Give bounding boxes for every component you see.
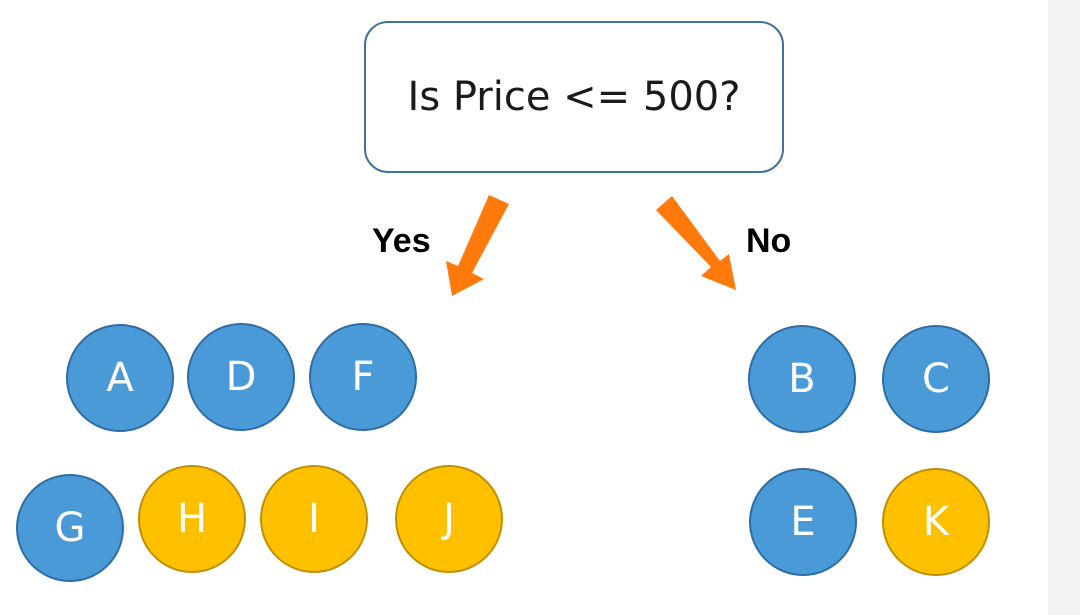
node-label: I: [308, 496, 320, 542]
node-h: H: [138, 465, 246, 573]
node-label: C: [922, 356, 950, 402]
node-f: F: [309, 323, 417, 431]
node-k: K: [882, 468, 990, 576]
node-j: J: [395, 465, 503, 573]
yes-arrow: [446, 195, 509, 296]
decision-question: Is Price <= 500?: [407, 74, 741, 120]
node-g: G: [16, 474, 124, 582]
node-label: D: [225, 354, 257, 400]
decision-node: Is Price <= 500?: [364, 21, 784, 173]
right-edge-strip: [1048, 0, 1080, 615]
node-d: D: [187, 323, 295, 431]
node-label: F: [351, 354, 375, 400]
node-label: B: [788, 356, 816, 402]
no-label: No: [746, 222, 792, 260]
node-e: E: [749, 468, 857, 576]
node-label: H: [176, 496, 208, 542]
node-label: A: [106, 355, 134, 401]
node-b: B: [748, 325, 856, 433]
no-arrow: [656, 196, 736, 290]
node-label: K: [922, 499, 950, 545]
node-label: G: [54, 505, 86, 551]
node-a: A: [66, 324, 174, 432]
node-i: I: [260, 465, 368, 573]
node-c: C: [882, 325, 990, 433]
node-label: J: [443, 496, 455, 542]
node-label: E: [790, 499, 816, 545]
yes-label: Yes: [372, 222, 431, 260]
